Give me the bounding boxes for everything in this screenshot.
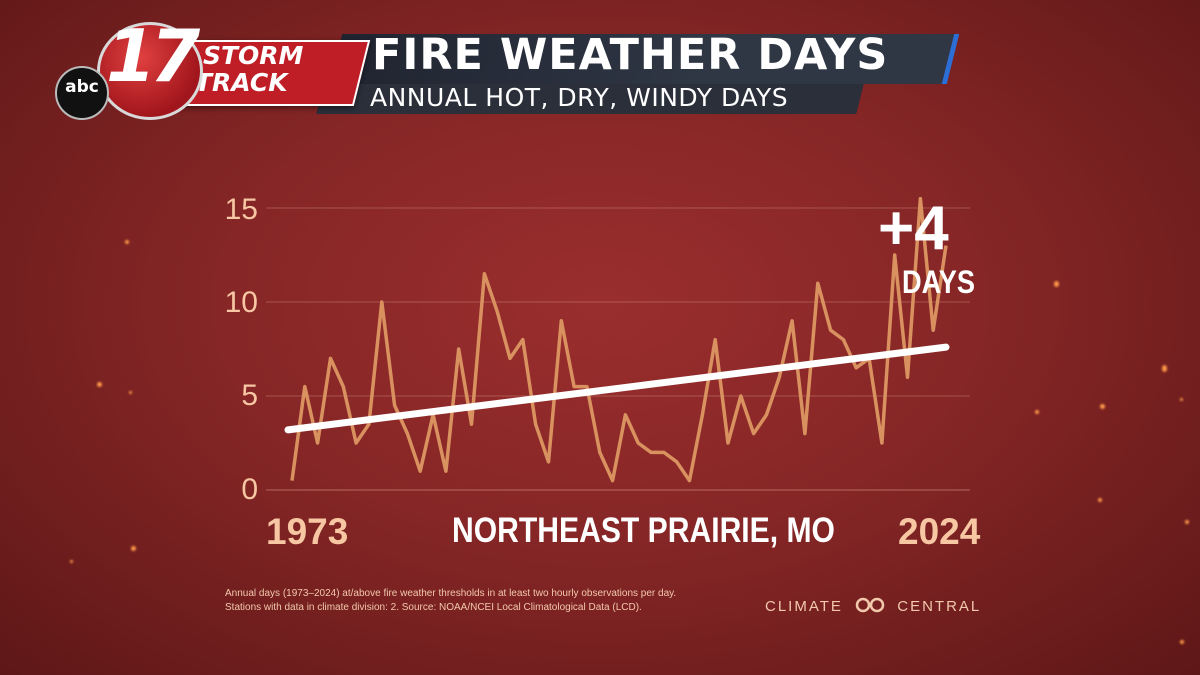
trend-line <box>284 343 950 434</box>
y-tick-label: 10 <box>224 286 258 319</box>
channel-logo-badge <box>97 22 203 120</box>
page-subtitle: ANNUAL HOT, DRY, WINDY DAYS <box>370 83 789 112</box>
ember-particle <box>1054 281 1059 287</box>
ember-particle <box>131 546 136 551</box>
ember-particle <box>1180 398 1183 401</box>
annual-days-line <box>290 196 948 483</box>
infinity-icon <box>855 597 885 616</box>
network-logo-text: abc <box>65 77 99 97</box>
brand-word-right: CENTRAL <box>897 598 982 615</box>
trend-change-value: +4 <box>878 194 949 263</box>
ember-particle <box>70 560 73 563</box>
ember-particle <box>97 382 102 387</box>
ember-particle <box>1098 498 1102 502</box>
footnote-line1: Annual days (1973–2024) at/above fire we… <box>225 588 677 599</box>
y-tick-label: 5 <box>241 379 258 412</box>
x-tick-label-start: 1973 <box>266 511 349 552</box>
storm-track-line2: TRACK <box>195 68 288 97</box>
ember-particle <box>125 240 129 244</box>
ember-particle <box>1162 365 1167 372</box>
storm-track-line1: STORM <box>203 41 304 70</box>
y-tick-label: 0 <box>241 473 258 506</box>
ember-particle <box>1100 404 1105 409</box>
x-axis-label: NORTHEAST PRAIRIE, MO <box>452 511 835 550</box>
ember-particle <box>1035 410 1039 414</box>
x-tick-label-end: 2024 <box>898 511 981 552</box>
brand-word-left: CLIMATE <box>765 598 843 615</box>
abc-logo <box>55 66 109 120</box>
ember-particle <box>129 391 132 394</box>
climate-central-logo: CLIMATE CENTRAL <box>765 597 981 616</box>
y-tick-label: 15 <box>224 193 258 226</box>
trend-change-unit: DAYS <box>902 264 976 300</box>
ember-particle <box>1180 640 1184 644</box>
footnote-line2: Stations with data in climate division: … <box>225 602 642 613</box>
page-title: FIRE WEATHER DAYS <box>372 30 889 80</box>
ember-particle <box>1185 520 1189 524</box>
channel-number: 17 <box>106 14 200 98</box>
footnote: Annual days (1973–2024) at/above fire we… <box>225 587 745 615</box>
storm-track-logo: STORM TRACK <box>195 42 303 96</box>
